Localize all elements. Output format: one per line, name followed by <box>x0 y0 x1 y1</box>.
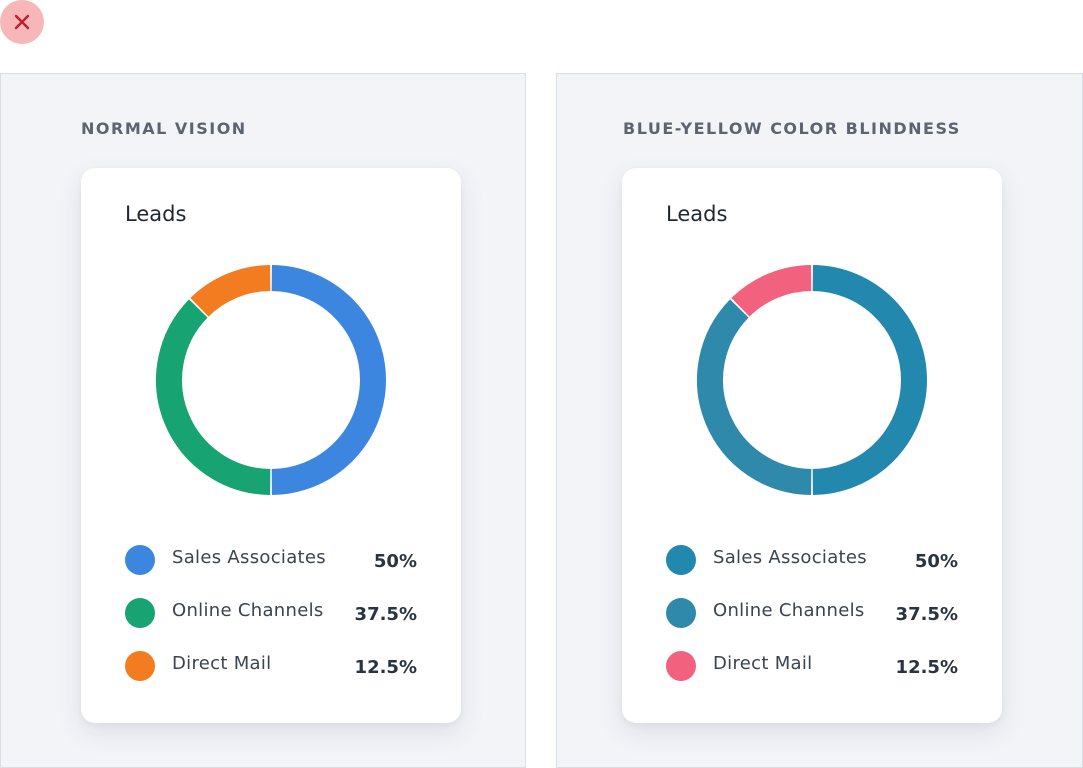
legend-value: 12.5% <box>895 657 958 678</box>
donut-slice-sales-associates <box>812 265 928 495</box>
leads-donut-chart <box>156 265 387 495</box>
legend-swatch <box>125 651 155 681</box>
legend-item: Direct Mail 12.5% <box>125 650 417 681</box>
legend-swatch <box>125 545 155 575</box>
donut-slice-direct-mail <box>731 265 812 317</box>
card-title: Leads <box>125 202 187 226</box>
legend-label: Online Channels <box>713 600 865 621</box>
legend-label: Sales Associates <box>713 547 867 568</box>
legend-item: Sales Associates 50% <box>666 544 958 575</box>
leads-donut-chart <box>697 265 928 495</box>
blue-yellow-blindness-panel: BLUE-YELLOW COLOR BLINDNESS Leads Sales … <box>556 73 1083 768</box>
legend-value: 12.5% <box>354 657 417 678</box>
legend-value: 37.5% <box>895 604 958 625</box>
card-title: Leads <box>666 202 728 226</box>
legend-swatch <box>666 598 696 628</box>
panel-heading: BLUE-YELLOW COLOR BLINDNESS <box>623 119 961 138</box>
legend-value: 50% <box>373 551 417 572</box>
legend-swatch <box>125 598 155 628</box>
leads-card: Leads Sales Associates 50% Online Channe… <box>81 168 461 723</box>
donut-slice-sales-associates <box>271 265 387 495</box>
leads-card: Leads Sales Associates 50% Online Channe… <box>622 168 1002 723</box>
panel-heading: NORMAL VISION <box>81 119 247 138</box>
legend-value: 50% <box>914 551 958 572</box>
legend-label: Sales Associates <box>172 547 326 568</box>
donut-slice-direct-mail <box>190 265 271 317</box>
legend-value: 37.5% <box>354 604 417 625</box>
legend-item: Sales Associates 50% <box>125 544 417 575</box>
legend-swatch <box>666 651 696 681</box>
normal-vision-panel: NORMAL VISION Leads Sales Associates 50%… <box>0 73 526 768</box>
donut-slice-online-channels <box>156 299 271 495</box>
legend-label: Online Channels <box>172 600 324 621</box>
legend-item: Online Channels 37.5% <box>666 597 958 628</box>
legend-label: Direct Mail <box>713 653 813 674</box>
legend-item: Online Channels 37.5% <box>125 597 417 628</box>
legend-item: Direct Mail 12.5% <box>666 650 958 681</box>
close-button[interactable] <box>0 0 44 44</box>
legend-label: Direct Mail <box>172 653 272 674</box>
donut-slice-online-channels <box>697 299 812 495</box>
legend-swatch <box>666 545 696 575</box>
close-icon <box>14 14 30 30</box>
